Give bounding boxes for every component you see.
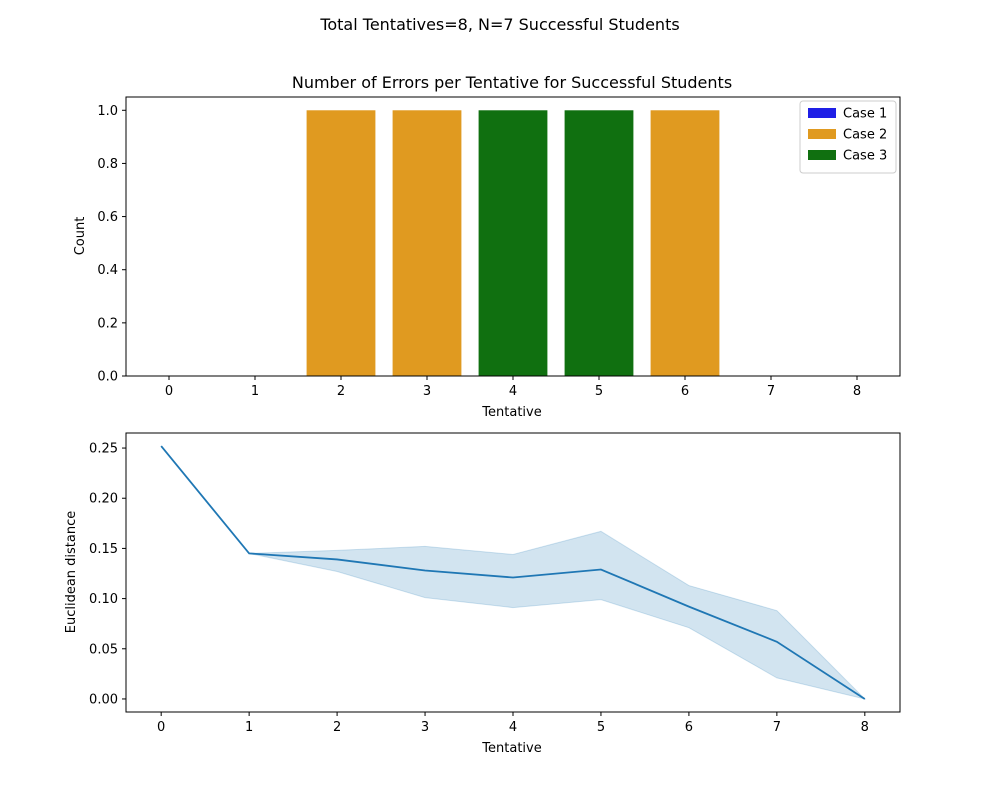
line-plot-area: 0 1 2 3 4 5 6 7 8 0.00 0.05 0.10 0.15 0.20 0.25 [89,432,901,735]
legend-label: Case 1 [843,107,887,122]
x-tick-label: 0 [157,720,165,735]
bar [564,110,634,377]
line-chart: 0 1 2 3 4 5 6 7 8 0.00 0.05 0.10 0.15 0.20 0.25 Tentat… [64,432,901,756]
y-tick-label: 0.05 [89,642,118,657]
x-tick-label: 1 [245,720,253,735]
y-tick-label: 0.00 [89,692,118,707]
bar [392,110,462,377]
bar [650,110,720,377]
x-tick-label: 6 [681,384,689,399]
x-tick-label: 5 [597,720,605,735]
legend: Case 1 Case 2 Case 3 [799,100,897,174]
x-tick-label: 7 [773,720,781,735]
x-tick-label: 8 [853,384,861,399]
y-tick-label: 0.25 [89,442,118,457]
y-tick-label: 0.20 [89,492,118,507]
legend-swatch [808,150,836,160]
x-tick-label: 4 [509,720,517,735]
bar [478,110,548,377]
y-tick-label: 1.0 [97,104,118,119]
bar-chart-ylabel: Count [73,217,88,256]
x-tick-label: 1 [251,384,259,399]
legend-label: Case 3 [843,149,887,164]
bar-chart: Number of Errors per Tentative for Succe… [73,73,901,420]
legend-label: Case 2 [843,128,887,143]
bar-chart-title: Number of Errors per Tentative for Succe… [292,73,732,92]
y-tick-label: 0.6 [97,210,118,225]
bar [306,110,376,377]
x-tick-label: 4 [509,384,517,399]
line-chart-xlabel: Tentative [481,741,541,756]
y-tick-label: 0.4 [97,263,118,278]
x-tick-label: 0 [165,384,173,399]
legend-swatch [808,108,836,118]
x-tick-label: 2 [337,384,345,399]
y-tick-label: 0.8 [97,157,118,172]
x-tick-label: 8 [861,720,869,735]
y-tick-label: 0.10 [89,592,118,607]
x-tick-label: 2 [333,720,341,735]
confidence-band [160,445,867,700]
x-tick-label: 3 [421,720,429,735]
x-tick-label: 3 [423,384,431,399]
line-chart-ylabel: Euclidean distance [64,511,79,634]
x-tick-label: 5 [595,384,603,399]
series-line [160,445,866,700]
y-tick-label: 0.15 [89,542,118,557]
y-tick-label: 0.2 [97,316,118,331]
x-tick-label: 6 [685,720,693,735]
legend-swatch [808,129,836,139]
y-tick-label: 0.0 [97,370,118,385]
bar-chart-xlabel: Tentative [481,405,541,420]
x-tick-label: 7 [767,384,775,399]
figure-suptitle: Total Tentatives=8, N=7 Successful Stude… [319,15,679,34]
